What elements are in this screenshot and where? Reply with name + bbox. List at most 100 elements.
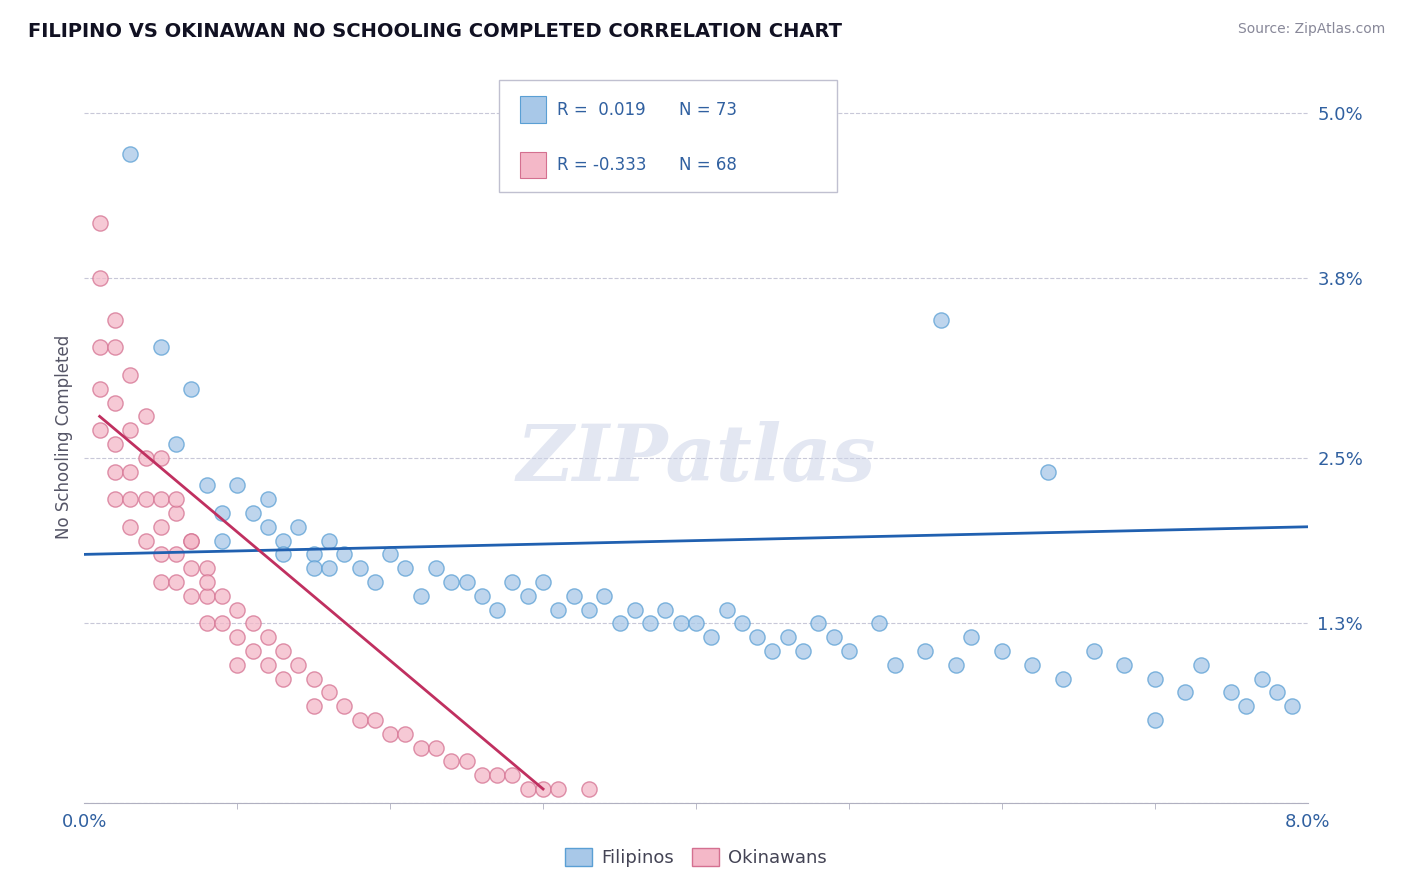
Point — [1250, 672, 1272, 686]
Point — [271, 644, 294, 658]
Point — [149, 340, 172, 354]
Point — [226, 478, 249, 492]
Point — [135, 450, 157, 465]
Point — [165, 492, 187, 507]
Point — [302, 699, 325, 714]
Point — [394, 727, 416, 741]
Point — [89, 382, 111, 396]
Point — [287, 520, 309, 534]
Point — [1143, 672, 1166, 686]
Point — [242, 644, 264, 658]
Point — [135, 533, 157, 548]
Point — [1143, 713, 1166, 727]
Point — [195, 574, 218, 589]
Point — [1052, 672, 1074, 686]
Point — [547, 602, 569, 616]
Point — [929, 312, 952, 326]
Y-axis label: No Schooling Completed: No Schooling Completed — [55, 335, 73, 539]
Point — [120, 465, 142, 479]
Text: N = 73: N = 73 — [679, 101, 737, 119]
Point — [287, 657, 309, 672]
Point — [747, 630, 769, 644]
Point — [960, 630, 983, 644]
Point — [165, 437, 187, 451]
Point — [578, 602, 600, 616]
Point — [456, 755, 478, 769]
Point — [685, 616, 707, 631]
Point — [792, 644, 814, 658]
Point — [120, 520, 142, 534]
Point — [257, 492, 280, 507]
Point — [195, 616, 218, 631]
Point — [271, 672, 294, 686]
Point — [562, 589, 585, 603]
Point — [486, 602, 509, 616]
Point — [807, 616, 830, 631]
Text: N = 68: N = 68 — [679, 156, 737, 174]
Point — [716, 602, 738, 616]
Point — [516, 589, 538, 603]
Point — [180, 533, 202, 548]
Point — [700, 630, 723, 644]
Point — [165, 574, 187, 589]
Point — [838, 644, 860, 658]
Point — [104, 437, 127, 451]
Point — [409, 740, 432, 755]
Point — [333, 699, 356, 714]
Point — [226, 602, 249, 616]
Point — [914, 644, 936, 658]
Point — [165, 506, 187, 520]
Point — [165, 548, 187, 562]
Point — [149, 520, 172, 534]
Point — [302, 672, 325, 686]
Point — [409, 589, 432, 603]
Point — [440, 755, 463, 769]
Point — [380, 727, 402, 741]
Point — [318, 561, 340, 575]
Point — [257, 630, 280, 644]
Point — [609, 616, 631, 631]
Point — [486, 768, 509, 782]
Text: R =  0.019: R = 0.019 — [557, 101, 645, 119]
Point — [104, 465, 127, 479]
Text: R = -0.333: R = -0.333 — [557, 156, 647, 174]
Point — [1114, 657, 1136, 672]
Point — [776, 630, 799, 644]
Point — [257, 520, 280, 534]
Point — [638, 616, 661, 631]
Point — [654, 602, 676, 616]
Point — [149, 492, 172, 507]
Point — [120, 423, 142, 437]
Point — [1083, 644, 1105, 658]
Point — [226, 657, 249, 672]
Point — [1220, 685, 1243, 699]
Point — [471, 589, 494, 603]
Point — [89, 340, 111, 354]
Point — [823, 630, 845, 644]
Point — [1021, 657, 1043, 672]
Point — [1036, 465, 1059, 479]
Point — [211, 616, 233, 631]
Point — [471, 768, 494, 782]
Text: ZIPatlas: ZIPatlas — [516, 421, 876, 497]
Point — [104, 312, 127, 326]
Point — [180, 533, 202, 548]
Point — [349, 713, 371, 727]
Point — [593, 589, 616, 603]
Point — [883, 657, 905, 672]
Point — [531, 782, 554, 797]
Point — [89, 423, 111, 437]
Point — [333, 548, 356, 562]
Point — [242, 506, 264, 520]
Point — [1236, 699, 1258, 714]
Point — [89, 271, 111, 285]
Point — [425, 740, 447, 755]
Point — [669, 616, 692, 631]
Point — [380, 548, 402, 562]
Point — [318, 685, 340, 699]
Point — [195, 589, 218, 603]
Point — [271, 548, 294, 562]
Point — [547, 782, 569, 797]
Point — [731, 616, 754, 631]
Point — [425, 561, 447, 575]
